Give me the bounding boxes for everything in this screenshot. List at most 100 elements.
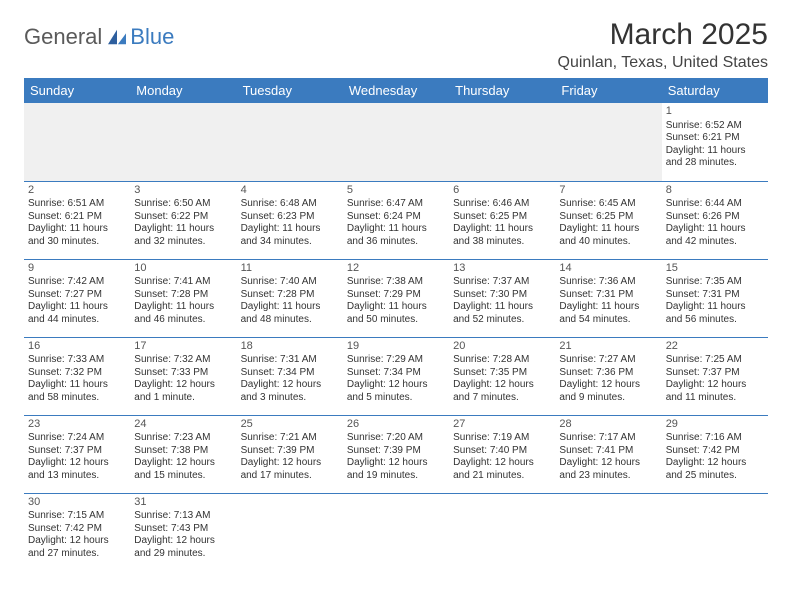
day-header-row: Sunday Monday Tuesday Wednesday Thursday… — [24, 78, 768, 103]
day-number: 8 — [666, 184, 764, 198]
dl1-text: Daylight: 11 hours — [134, 301, 232, 314]
sunset-text: Sunset: 7:37 PM — [28, 445, 126, 458]
sunset-text: Sunset: 7:39 PM — [347, 445, 445, 458]
sunrise-text: Sunrise: 6:44 AM — [666, 198, 764, 211]
sail-icon — [106, 28, 128, 46]
dl1-text: Daylight: 11 hours — [347, 301, 445, 314]
header: General Blue March 2025 Quinlan, Texas, … — [24, 18, 768, 72]
calendar-cell: 25Sunrise: 7:21 AMSunset: 7:39 PMDayligh… — [237, 415, 343, 493]
brand-part2: Blue — [130, 24, 174, 50]
sunset-text: Sunset: 7:31 PM — [666, 289, 764, 302]
day-number: 22 — [666, 340, 764, 354]
dl2-text: and 19 minutes. — [347, 470, 445, 483]
day-number: 29 — [666, 418, 764, 432]
sunset-text: Sunset: 7:42 PM — [28, 523, 126, 536]
brand-part1: General — [24, 24, 102, 50]
calendar-row: 2Sunrise: 6:51 AMSunset: 6:21 PMDaylight… — [24, 181, 768, 259]
dayhead-thu: Thursday — [449, 78, 555, 103]
dl1-text: Daylight: 11 hours — [28, 301, 126, 314]
dl2-text: and 48 minutes. — [241, 314, 339, 327]
calendar-cell: 3Sunrise: 6:50 AMSunset: 6:22 PMDaylight… — [130, 181, 236, 259]
dl1-text: Daylight: 12 hours — [559, 379, 657, 392]
sunset-text: Sunset: 7:36 PM — [559, 367, 657, 380]
sunset-text: Sunset: 7:38 PM — [134, 445, 232, 458]
sunset-text: Sunset: 6:23 PM — [241, 211, 339, 224]
dl1-text: Daylight: 12 hours — [134, 535, 232, 548]
dl2-text: and 58 minutes. — [28, 392, 126, 405]
dl1-text: Daylight: 12 hours — [28, 457, 126, 470]
sunrise-text: Sunrise: 7:27 AM — [559, 354, 657, 367]
dl2-text: and 25 minutes. — [666, 470, 764, 483]
dl1-text: Daylight: 11 hours — [453, 301, 551, 314]
calendar-cell — [130, 103, 236, 181]
sunrise-text: Sunrise: 7:29 AM — [347, 354, 445, 367]
month-title: March 2025 — [558, 18, 769, 52]
sunset-text: Sunset: 6:25 PM — [559, 211, 657, 224]
dl2-text: and 21 minutes. — [453, 470, 551, 483]
calendar-cell — [237, 103, 343, 181]
calendar-cell: 28Sunrise: 7:17 AMSunset: 7:41 PMDayligh… — [555, 415, 661, 493]
calendar-cell: 13Sunrise: 7:37 AMSunset: 7:30 PMDayligh… — [449, 259, 555, 337]
day-number: 19 — [347, 340, 445, 354]
sunrise-text: Sunrise: 7:17 AM — [559, 432, 657, 445]
calendar-cell: 26Sunrise: 7:20 AMSunset: 7:39 PMDayligh… — [343, 415, 449, 493]
calendar-cell: 18Sunrise: 7:31 AMSunset: 7:34 PMDayligh… — [237, 337, 343, 415]
calendar-cell: 20Sunrise: 7:28 AMSunset: 7:35 PMDayligh… — [449, 337, 555, 415]
sunset-text: Sunset: 6:22 PM — [134, 211, 232, 224]
calendar-cell: 30Sunrise: 7:15 AMSunset: 7:42 PMDayligh… — [24, 493, 130, 571]
dl1-text: Daylight: 12 hours — [559, 457, 657, 470]
sunset-text: Sunset: 7:28 PM — [134, 289, 232, 302]
dl2-text: and 34 minutes. — [241, 236, 339, 249]
calendar-cell — [662, 493, 768, 571]
sunrise-text: Sunrise: 6:48 AM — [241, 198, 339, 211]
sunset-text: Sunset: 7:28 PM — [241, 289, 339, 302]
calendar-cell: 21Sunrise: 7:27 AMSunset: 7:36 PMDayligh… — [555, 337, 661, 415]
title-block: March 2025 Quinlan, Texas, United States — [558, 18, 769, 72]
dayhead-sat: Saturday — [662, 78, 768, 103]
dl2-text: and 52 minutes. — [453, 314, 551, 327]
calendar-cell: 1Sunrise: 6:52 AMSunset: 6:21 PMDaylight… — [662, 103, 768, 181]
dl1-text: Daylight: 12 hours — [666, 379, 764, 392]
day-number: 9 — [28, 262, 126, 276]
sunset-text: Sunset: 6:21 PM — [28, 211, 126, 224]
dl2-text: and 11 minutes. — [666, 392, 764, 405]
dl1-text: Daylight: 11 hours — [453, 223, 551, 236]
sunset-text: Sunset: 7:29 PM — [347, 289, 445, 302]
sunrise-text: Sunrise: 7:31 AM — [241, 354, 339, 367]
calendar-row: 1Sunrise: 6:52 AMSunset: 6:21 PMDaylight… — [24, 103, 768, 181]
calendar-cell — [343, 103, 449, 181]
calendar-cell: 27Sunrise: 7:19 AMSunset: 7:40 PMDayligh… — [449, 415, 555, 493]
dl1-text: Daylight: 12 hours — [134, 457, 232, 470]
calendar-cell — [237, 493, 343, 571]
sunrise-text: Sunrise: 7:16 AM — [666, 432, 764, 445]
dl1-text: Daylight: 12 hours — [453, 457, 551, 470]
dl2-text: and 17 minutes. — [241, 470, 339, 483]
sunrise-text: Sunrise: 7:37 AM — [453, 276, 551, 289]
sunrise-text: Sunrise: 7:20 AM — [347, 432, 445, 445]
calendar-cell — [343, 493, 449, 571]
day-number: 28 — [559, 418, 657, 432]
brand-logo: General Blue — [24, 18, 174, 50]
dl2-text: and 30 minutes. — [28, 236, 126, 249]
calendar-cell: 2Sunrise: 6:51 AMSunset: 6:21 PMDaylight… — [24, 181, 130, 259]
dl2-text: and 29 minutes. — [134, 548, 232, 561]
calendar-cell: 22Sunrise: 7:25 AMSunset: 7:37 PMDayligh… — [662, 337, 768, 415]
calendar-cell: 9Sunrise: 7:42 AMSunset: 7:27 PMDaylight… — [24, 259, 130, 337]
calendar-cell: 5Sunrise: 6:47 AMSunset: 6:24 PMDaylight… — [343, 181, 449, 259]
calendar-row: 30Sunrise: 7:15 AMSunset: 7:42 PMDayligh… — [24, 493, 768, 571]
day-number: 16 — [28, 340, 126, 354]
dl2-text: and 28 minutes. — [666, 157, 764, 170]
dl2-text: and 7 minutes. — [453, 392, 551, 405]
sunset-text: Sunset: 7:39 PM — [241, 445, 339, 458]
sunrise-text: Sunrise: 7:13 AM — [134, 510, 232, 523]
sunrise-text: Sunrise: 7:33 AM — [28, 354, 126, 367]
day-number: 21 — [559, 340, 657, 354]
sunset-text: Sunset: 6:25 PM — [453, 211, 551, 224]
sunrise-text: Sunrise: 7:40 AM — [241, 276, 339, 289]
calendar-table: Sunday Monday Tuesday Wednesday Thursday… — [24, 78, 768, 571]
dl1-text: Daylight: 12 hours — [241, 379, 339, 392]
calendar-cell: 19Sunrise: 7:29 AMSunset: 7:34 PMDayligh… — [343, 337, 449, 415]
dl2-text: and 9 minutes. — [559, 392, 657, 405]
dl1-text: Daylight: 11 hours — [241, 301, 339, 314]
dl2-text: and 13 minutes. — [28, 470, 126, 483]
